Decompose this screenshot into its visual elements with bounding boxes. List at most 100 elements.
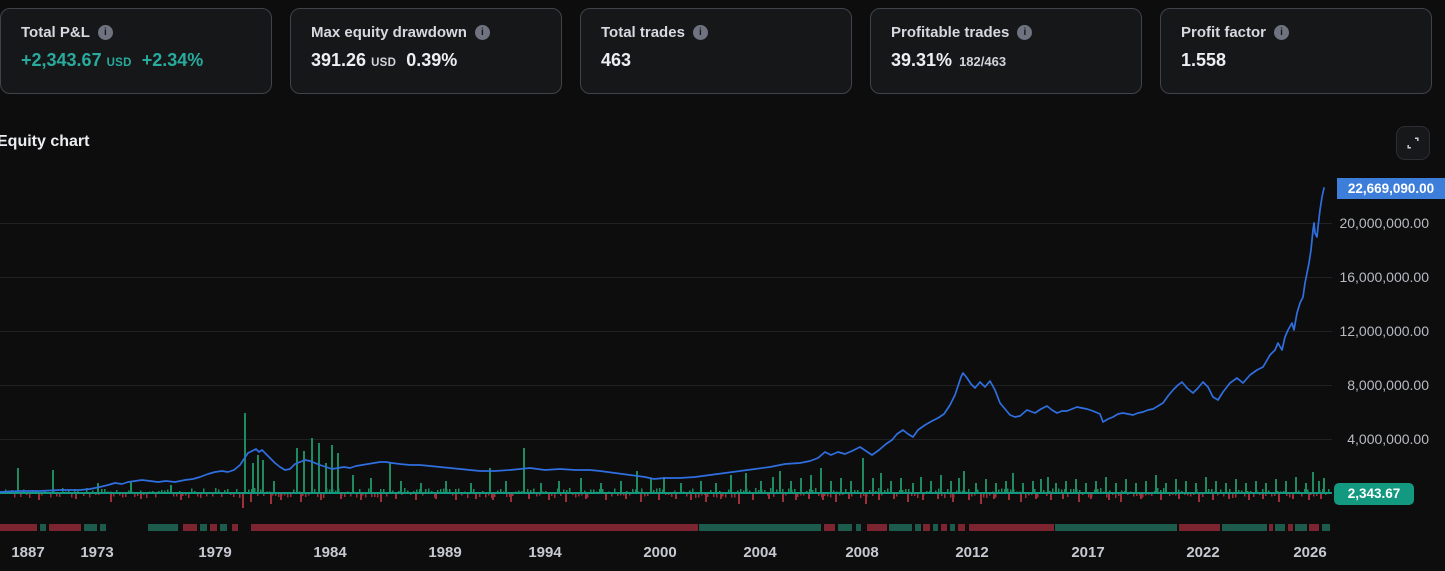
- trade-bar-filler: [713, 494, 715, 497]
- trade-bar-filler: [1301, 494, 1303, 497]
- trade-bar-filler: [173, 494, 175, 497]
- trade-bar-down: [492, 494, 494, 500]
- trade-bar-up: [930, 481, 932, 493]
- equity-chart-plot[interactable]: [0, 170, 1445, 571]
- trade-bar-filler: [143, 494, 145, 496]
- trade-bar-filler: [203, 488, 205, 493]
- trade-bar-filler: [863, 494, 865, 496]
- trade-bar-filler: [731, 494, 733, 498]
- trade-bar-up: [420, 483, 422, 493]
- trade-bar-down: [475, 494, 477, 499]
- trade-bar-filler: [629, 494, 631, 496]
- trade-bar-up: [580, 478, 582, 493]
- trade-bar-down: [675, 494, 677, 499]
- trade-bar-filler: [710, 490, 712, 493]
- trade-bar-filler: [449, 489, 451, 493]
- equity-chart-canvas[interactable]: 20,000,000.00 16,000,000.00 12,000,000.00 8…: [0, 170, 1445, 571]
- trade-bar-filler: [101, 488, 103, 493]
- trade-bar-filler: [275, 494, 277, 497]
- trade-bar-filler: [887, 488, 889, 493]
- trade-bar-down: [865, 494, 867, 504]
- info-icon[interactable]: i: [1017, 25, 1033, 40]
- trade-bar-down: [968, 494, 970, 500]
- trade-bar-up: [257, 455, 259, 493]
- trade-bar-filler: [416, 489, 418, 493]
- trade-bar-filler: [671, 494, 673, 498]
- trade-bar-up: [1145, 481, 1147, 493]
- trade-bar-filler: [1190, 494, 1192, 497]
- info-icon[interactable]: i: [692, 25, 708, 40]
- trade-bar-filler: [491, 494, 493, 498]
- trade-bar-filler: [818, 494, 820, 496]
- timeline-segment: [969, 524, 1054, 531]
- x-axis-year-label: 1887: [11, 544, 45, 561]
- trade-bar-filler: [83, 494, 85, 496]
- trade-bar-filler: [1172, 494, 1174, 495]
- trade-bar-filler: [89, 494, 91, 498]
- stat-value: 39.31%: [891, 50, 953, 70]
- trade-bar-down: [907, 494, 909, 502]
- trade-bar-filler: [1037, 494, 1039, 498]
- trade-bar-filler: [1265, 494, 1267, 497]
- trade-bar-filler: [134, 494, 136, 497]
- trade-bar-down: [528, 494, 530, 499]
- trade-bar-up: [1040, 479, 1042, 493]
- trade-bar-filler: [722, 494, 724, 497]
- trade-bar-up: [730, 475, 732, 493]
- stat-value: 391.26: [311, 50, 367, 70]
- trade-bar-filler: [785, 494, 787, 496]
- trade-bar-filler: [1202, 494, 1204, 497]
- trade-bar-filler: [749, 490, 751, 493]
- trade-bar-filler: [587, 494, 589, 498]
- trade-bar-filler: [1268, 490, 1270, 493]
- timeline-segment: [0, 524, 37, 531]
- trade-bar-up: [958, 478, 960, 493]
- trade-bar-filler: [479, 494, 481, 497]
- trade-bar-filler: [719, 490, 721, 493]
- trade-bar-up: [1095, 481, 1097, 493]
- info-icon[interactable]: i: [474, 25, 490, 40]
- trade-bar-down: [360, 494, 362, 500]
- trade-bar-filler: [119, 494, 121, 496]
- info-icon[interactable]: i: [1274, 25, 1290, 40]
- trade-bar-up: [1295, 477, 1297, 493]
- trade-bar-filler: [800, 494, 802, 496]
- trade-bar-down: [548, 494, 550, 500]
- trade-bar-filler: [1181, 490, 1183, 493]
- trade-bar-filler: [137, 494, 139, 497]
- trade-bar-filler: [1112, 494, 1114, 495]
- trade-bar-down: [565, 494, 567, 502]
- timeline-segment: [838, 524, 852, 531]
- trade-bar-down: [893, 494, 895, 499]
- trade-bar-filler: [1313, 494, 1315, 497]
- trade-bar-up: [303, 451, 305, 493]
- trade-bar-filler: [377, 494, 379, 498]
- trade-bar-filler: [152, 490, 154, 493]
- trade-bar-filler: [530, 490, 532, 493]
- stat-card-max-drawdown: Max equity drawdown i 391.26 USD 0.39%: [290, 8, 562, 94]
- trade-bar-filler: [122, 494, 124, 498]
- trade-bar-filler: [560, 494, 562, 497]
- trade-bar-up: [1323, 478, 1325, 493]
- trade-bar-up: [1005, 481, 1007, 493]
- trade-bar-filler: [947, 488, 949, 493]
- trade-bar-filler: [1118, 494, 1120, 497]
- trade-bar-filler: [401, 494, 403, 496]
- trade-bar-filler: [842, 494, 844, 496]
- trade-bar-down: [1090, 494, 1092, 499]
- trade-bar-down: [1198, 494, 1200, 502]
- trade-bar-filler: [374, 494, 376, 497]
- trade-bar-filler: [1073, 489, 1075, 493]
- timeline-segment: [856, 524, 861, 531]
- trade-bar-filler: [692, 488, 694, 493]
- fullscreen-button[interactable]: [1396, 126, 1430, 160]
- y-axis-tick-label: 20,000,000.00: [1339, 215, 1429, 231]
- trade-bar-filler: [161, 489, 163, 493]
- trade-bar-up: [1012, 473, 1014, 493]
- info-icon[interactable]: i: [97, 25, 113, 40]
- trade-bar-filler: [1169, 494, 1171, 496]
- trade-bar-filler: [878, 488, 880, 493]
- trade-bar-up: [1312, 472, 1314, 493]
- trade-bar-filler: [356, 494, 358, 498]
- timeline-segment: [941, 524, 947, 531]
